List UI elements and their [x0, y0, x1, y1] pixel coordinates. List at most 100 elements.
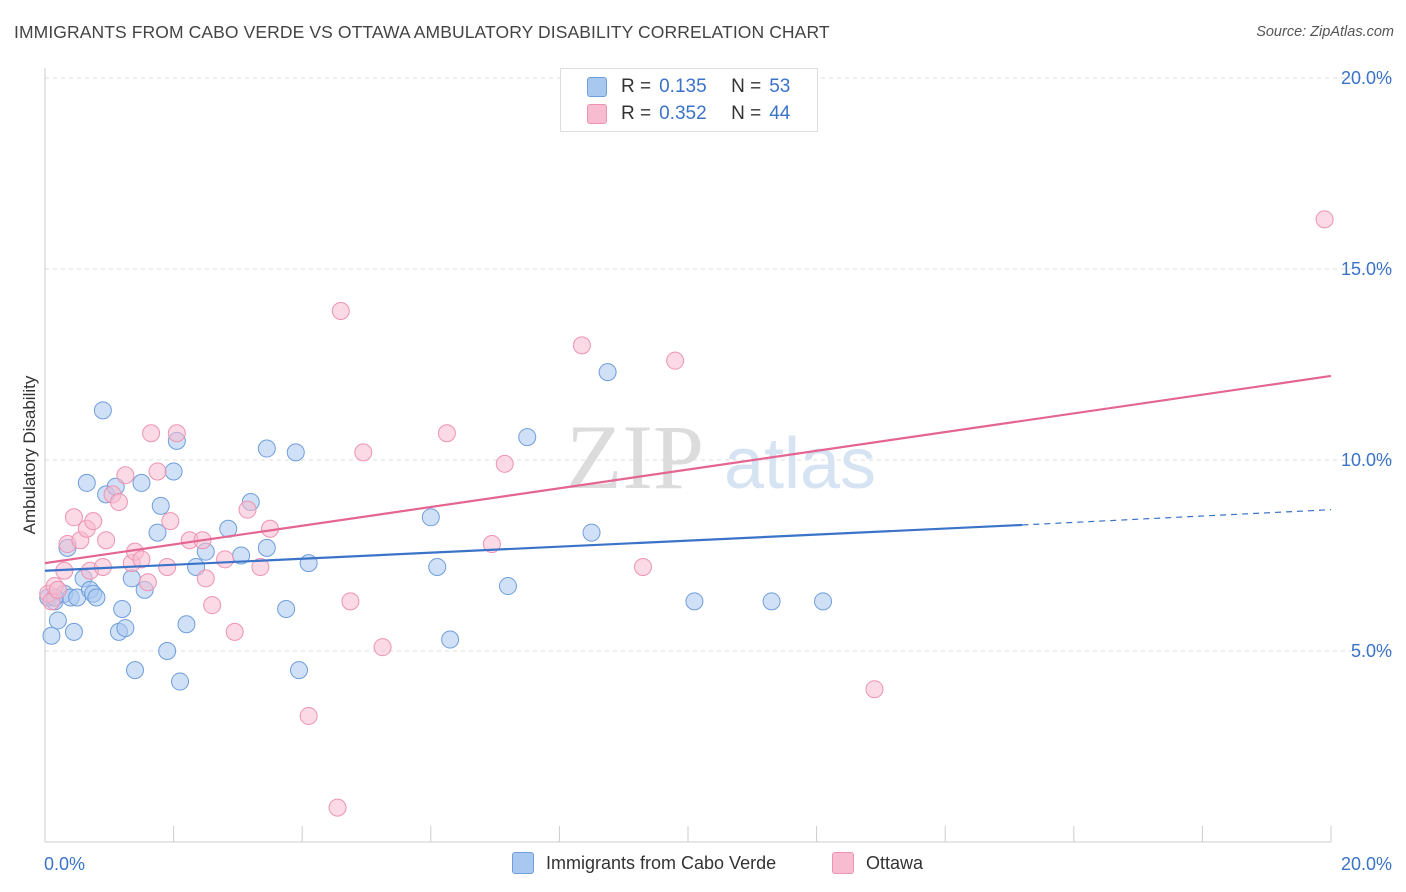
stats-legend: R = 0.135 N = 53 R = 0.352 N = 44: [560, 68, 818, 132]
data-point-ottawa: [328, 798, 347, 817]
x-tick-label-end: 20.0%: [1341, 854, 1392, 874]
watermark-atlas: atlas: [724, 424, 876, 504]
data-point-ottawa: [251, 557, 270, 576]
data-point-ottawa: [633, 557, 652, 576]
data-point-cabo-verde: [64, 622, 83, 641]
data-point-ottawa: [196, 569, 215, 588]
legend-item-ottawa: Ottawa: [832, 852, 923, 874]
data-point-cabo-verde: [48, 611, 67, 630]
legend-swatch-pink: [587, 104, 607, 124]
data-point-cabo-verde: [132, 473, 151, 492]
legend-item-cabo-verde: Immigrants from Cabo Verde: [512, 852, 776, 874]
data-point-cabo-verde: [598, 363, 617, 382]
legend-r-label: R =: [621, 103, 652, 124]
data-point-cabo-verde: [148, 523, 167, 542]
data-point-ottawa: [666, 351, 685, 370]
y-tick-label: 20.0%: [1341, 68, 1392, 88]
legend-r-value: 0.135: [659, 76, 707, 97]
grid-lines: [45, 77, 1392, 652]
legend-n-value: 44: [769, 103, 791, 124]
data-point-ottawa: [48, 580, 67, 599]
series-ottawa-points: [39, 210, 1334, 817]
series-legend: Immigrants from Cabo Verde Ottawa: [0, 852, 1406, 878]
data-point-ottawa: [84, 512, 103, 531]
data-point-ottawa: [167, 424, 186, 443]
y-tick-label: 5.0%: [1351, 641, 1392, 661]
data-point-cabo-verde: [518, 428, 537, 447]
data-point-cabo-verde: [177, 615, 196, 634]
x-tick-label-start: 0.0%: [44, 854, 85, 874]
data-point-cabo-verde: [762, 592, 781, 611]
data-point-cabo-verde: [289, 661, 308, 680]
legend-r-value: 0.352: [659, 103, 707, 124]
legend-n-value: 53: [769, 76, 791, 97]
data-point-cabo-verde: [685, 592, 704, 611]
data-point-ottawa: [299, 706, 318, 725]
data-point-cabo-verde: [814, 592, 833, 611]
data-point-cabo-verde: [582, 523, 601, 542]
data-point-ottawa: [158, 557, 177, 576]
trend-line-cabo-verde-extension: [1022, 509, 1332, 526]
tick-labels: 5.0% 10.0% 15.0% 20.0% 0.0% 20.0%: [44, 68, 1392, 874]
data-point-ottawa: [64, 508, 83, 527]
data-point-ottawa: [138, 573, 157, 592]
y-tick-label: 15.0%: [1341, 259, 1392, 279]
data-point-ottawa: [341, 592, 360, 611]
data-point-cabo-verde: [498, 577, 517, 596]
data-point-ottawa: [225, 622, 244, 641]
data-point-cabo-verde: [257, 439, 276, 458]
trend-line-ottawa: [44, 374, 1332, 565]
data-point-ottawa: [865, 680, 884, 699]
legend-label: Ottawa: [866, 852, 924, 873]
data-point-ottawa: [203, 596, 222, 615]
data-point-ottawa: [1315, 210, 1334, 229]
legend-row-ottawa: R = 0.352 N = 44: [587, 101, 790, 127]
data-point-cabo-verde: [93, 401, 112, 420]
watermark-zip: ZIP: [566, 406, 704, 508]
trend-lines: [44, 374, 1332, 572]
data-point-cabo-verde: [428, 557, 447, 576]
data-point-ottawa: [495, 454, 514, 473]
data-point-ottawa: [572, 336, 591, 355]
data-point-cabo-verde: [77, 473, 96, 492]
source-credit: Source: ZipAtlas.com: [1256, 24, 1394, 40]
data-point-cabo-verde: [158, 642, 177, 660]
data-point-cabo-verde: [126, 661, 145, 680]
data-point-cabo-verde: [113, 599, 132, 618]
legend-n-label: N =: [731, 103, 762, 124]
data-point-ottawa: [148, 462, 167, 481]
data-point-ottawa: [161, 512, 180, 531]
legend-row-cabo-verde: R = 0.135 N = 53: [587, 74, 790, 100]
watermark: ZIP atlas: [566, 406, 876, 508]
legend-n-label: N =: [731, 76, 762, 97]
data-point-ottawa: [331, 302, 350, 321]
data-point-cabo-verde: [286, 443, 305, 462]
data-point-cabo-verde: [164, 462, 183, 481]
data-point-ottawa: [373, 638, 392, 657]
data-point-ottawa: [216, 550, 235, 569]
y-tick-label: 10.0%: [1341, 450, 1392, 470]
data-point-cabo-verde: [116, 619, 135, 638]
legend-r-label: R =: [621, 76, 652, 97]
data-point-cabo-verde: [151, 496, 170, 515]
data-point-ottawa: [109, 493, 128, 512]
legend-swatch-blue: [512, 852, 534, 874]
legend-swatch-blue: [587, 77, 607, 97]
data-point-ottawa: [132, 550, 151, 569]
axes: [44, 68, 1332, 843]
data-point-ottawa: [116, 466, 135, 485]
data-point-cabo-verde: [42, 626, 61, 645]
data-point-ottawa: [482, 535, 501, 554]
trend-line-cabo-verde: [44, 523, 1023, 572]
data-point-cabo-verde: [277, 599, 296, 618]
chart-title: IMMIGRANTS FROM CABO VERDE VS OTTAWA AMB…: [14, 22, 830, 42]
data-point-cabo-verde: [441, 630, 460, 649]
legend-swatch-pink: [832, 852, 854, 874]
data-point-cabo-verde: [421, 508, 440, 527]
legend-label: Immigrants from Cabo Verde: [546, 852, 777, 873]
data-point-ottawa: [354, 443, 373, 462]
series-cabo-verde-points: [39, 363, 833, 691]
data-point-cabo-verde: [171, 672, 190, 691]
data-point-cabo-verde: [257, 538, 276, 557]
